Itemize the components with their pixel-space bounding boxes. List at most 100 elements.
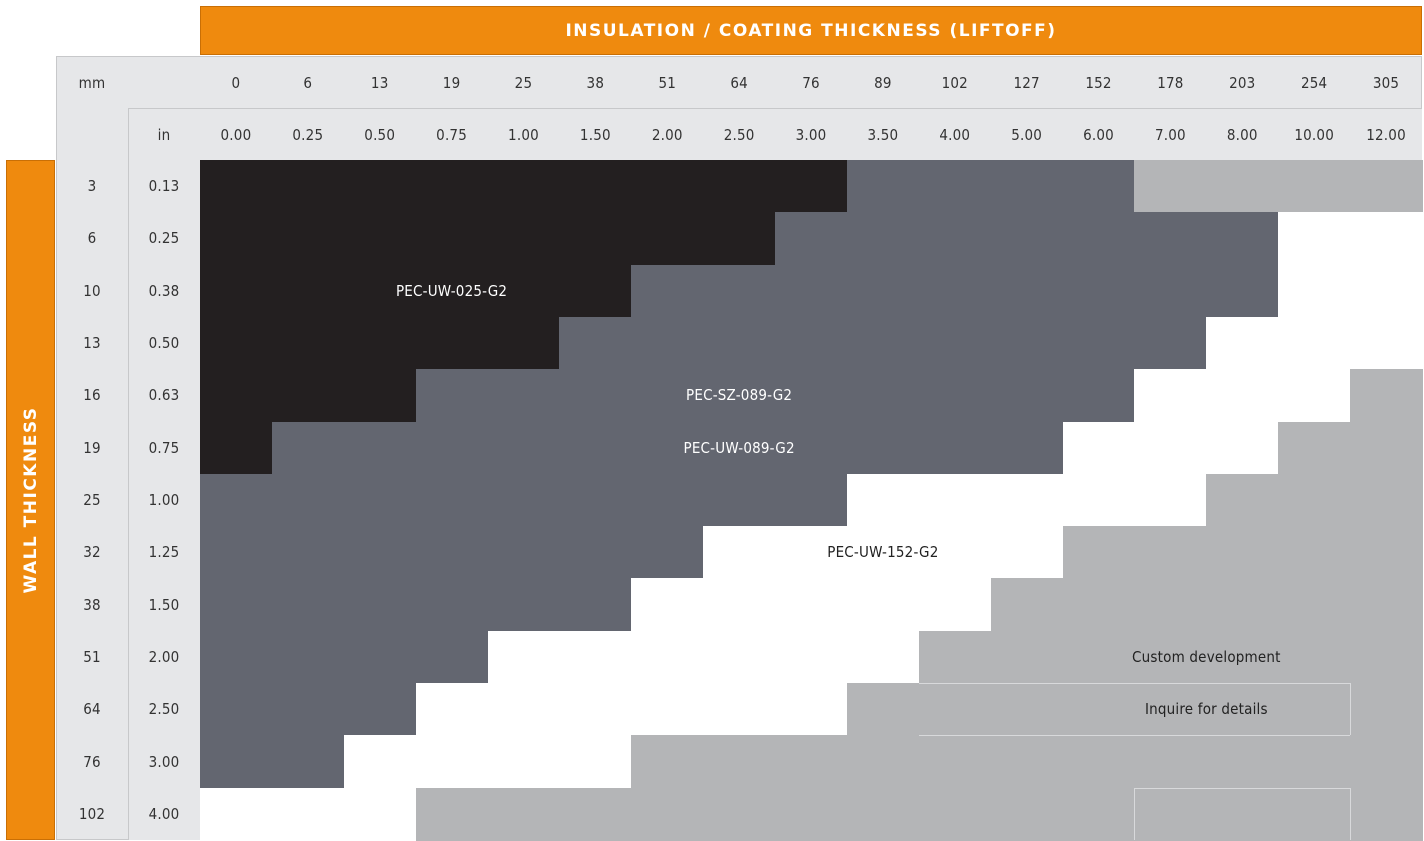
grid-cell xyxy=(1134,526,1208,580)
grid-cell xyxy=(631,735,705,789)
grid-cell xyxy=(559,683,633,737)
grid-cell xyxy=(846,369,920,423)
grid-cell xyxy=(1278,683,1352,737)
grid-cell xyxy=(918,683,992,737)
grid-cell xyxy=(631,578,705,632)
grid-cell xyxy=(415,526,489,580)
grid-cell xyxy=(1206,212,1280,266)
grid-cell xyxy=(559,212,633,266)
grid-cell xyxy=(703,369,777,423)
grid-cell xyxy=(775,264,849,318)
grid-cell xyxy=(631,683,705,737)
grid-cell xyxy=(343,212,417,266)
grid-cell xyxy=(1350,526,1424,580)
grid-cell xyxy=(1350,787,1424,841)
grid-cell xyxy=(271,212,345,266)
grid-cell xyxy=(990,630,1064,684)
grid-cell xyxy=(846,787,920,841)
grid-cell xyxy=(415,316,489,370)
grid-cell xyxy=(559,421,633,475)
grid-line xyxy=(1350,683,1352,736)
grid-cell xyxy=(1278,160,1352,213)
mm-unit-label: mm xyxy=(78,74,106,92)
grid-cell xyxy=(775,630,849,684)
grid-cell xyxy=(1062,578,1136,632)
grid-cell xyxy=(846,578,920,632)
grid-cell xyxy=(271,160,345,213)
grid-cell xyxy=(846,630,920,684)
grid-cell xyxy=(559,160,633,213)
grid-cell xyxy=(1062,787,1136,841)
grid-cell xyxy=(415,264,489,318)
grid-cell xyxy=(487,578,561,632)
grid-line xyxy=(918,735,1351,737)
grid-cell xyxy=(1350,630,1424,684)
x-tick-mm: 89 xyxy=(874,74,892,92)
grid-cell xyxy=(1062,369,1136,423)
y-tick-mm: 51 xyxy=(83,647,101,666)
x-tick-in: 0.75 xyxy=(436,126,467,144)
grid-cell xyxy=(703,212,777,266)
grid-cell xyxy=(487,369,561,423)
grid-cell xyxy=(1134,421,1208,475)
grid-cell xyxy=(200,473,273,527)
grid-cell xyxy=(415,630,489,684)
grid-cell xyxy=(271,735,345,789)
in-unit-label: in xyxy=(157,126,171,144)
grid-cell xyxy=(703,421,777,475)
grid-cell xyxy=(1278,735,1352,789)
grid-cell xyxy=(846,473,920,527)
grid-cell xyxy=(559,578,633,632)
grid-cell xyxy=(1206,160,1280,213)
y-axis-title: WALL THICKNESS xyxy=(20,406,41,594)
grid-cell xyxy=(1206,630,1280,684)
grid-cell xyxy=(631,264,705,318)
grid-cell xyxy=(703,473,777,527)
x-tick-in: 1.00 xyxy=(508,126,539,144)
grid-cell xyxy=(487,735,561,789)
grid-cell xyxy=(343,683,417,737)
x-tick-mm: 254 xyxy=(1300,74,1328,92)
grid-cell xyxy=(775,421,849,475)
x-tick-in: 6.00 xyxy=(1083,126,1114,144)
y-tick-in: 0.25 xyxy=(148,229,180,248)
grid-cell xyxy=(1062,316,1136,370)
grid-cell xyxy=(487,212,561,266)
region-label: PEC-UW-025-G2 xyxy=(395,281,508,300)
grid-cell xyxy=(1350,683,1424,737)
grid-cell xyxy=(1278,369,1352,423)
y-tick-mm: 16 xyxy=(83,386,101,405)
grid-cell xyxy=(271,630,345,684)
grid-cell xyxy=(559,264,633,318)
grid-cell xyxy=(1206,473,1280,527)
grid-cell xyxy=(631,421,705,475)
grid-cell xyxy=(1278,630,1352,684)
grid-cell xyxy=(487,316,561,370)
grid-cell xyxy=(559,369,633,423)
y-tick-in: 1.00 xyxy=(148,491,180,509)
grid-cell xyxy=(1134,473,1208,527)
grid-cell xyxy=(918,421,992,475)
x-tick-mm: 178 xyxy=(1157,74,1184,92)
grid-cell xyxy=(271,683,345,737)
grid-cell xyxy=(487,526,561,580)
y-tick-mm: 102 xyxy=(78,804,106,823)
grid-cell xyxy=(846,264,920,318)
grid-cell xyxy=(1278,316,1352,370)
grid-cell xyxy=(200,160,273,213)
y-tick-in: 4.00 xyxy=(148,804,180,823)
grid-cell xyxy=(1206,369,1280,423)
x-tick-in: 4.00 xyxy=(939,126,971,144)
grid-cell xyxy=(1134,316,1208,370)
grid-cell xyxy=(1206,316,1280,370)
grid-cell xyxy=(200,526,273,580)
grid-cell xyxy=(415,473,489,527)
grid-cell xyxy=(918,526,992,580)
x-tick-mm: 13 xyxy=(370,74,389,92)
grid-cell xyxy=(1206,526,1280,580)
x-tick-mm: 6 xyxy=(303,74,313,92)
grid-cell xyxy=(846,160,920,213)
region-label: Custom development xyxy=(1132,647,1281,666)
grid-cell xyxy=(343,369,417,423)
grid-cell xyxy=(343,630,417,684)
